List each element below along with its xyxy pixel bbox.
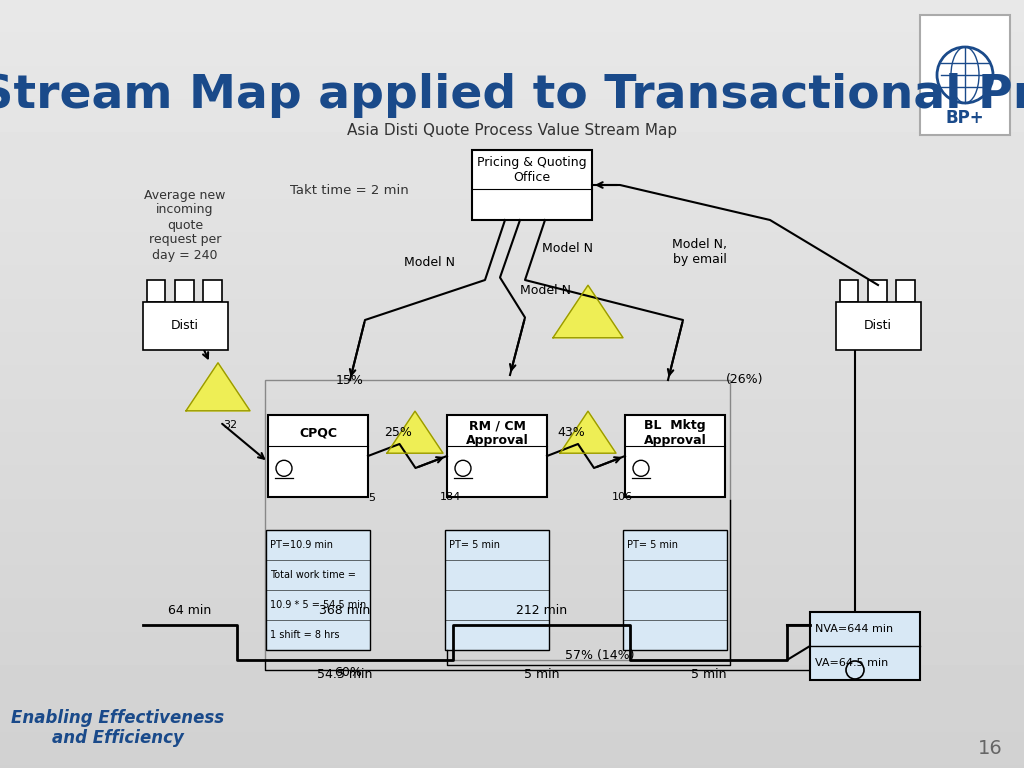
Bar [265,380,730,660]
Bar [472,150,592,220]
Text: Total work time =: Total work time = [270,570,356,580]
Bar [836,302,921,350]
Text: 64 min: 64 min [168,604,212,617]
Text: CPQC: CPQC [299,426,337,439]
Bar [623,530,727,650]
Text: Takt time = 2 min: Takt time = 2 min [290,184,409,197]
Text: 106: 106 [611,492,633,502]
Bar [268,415,368,497]
Polygon shape [553,285,623,338]
Bar [810,612,920,680]
Text: Value Stream Map applied to Transactional Process: Value Stream Map applied to Transactiona… [0,72,1024,118]
Text: 54.5 min: 54.5 min [317,668,373,681]
Text: 1 shift = 8 hrs: 1 shift = 8 hrs [270,630,340,640]
Bar [896,280,915,302]
Text: Enabling Effectiveness
and Efficiency: Enabling Effectiveness and Efficiency [11,709,224,747]
Bar [447,415,547,497]
Text: Model N,
by email: Model N, by email [673,238,727,266]
Bar [266,530,370,650]
Text: 32: 32 [223,420,238,430]
Text: 43%: 43% [557,425,585,439]
Text: Model N: Model N [543,241,594,254]
Text: Asia Disti Quote Process Value Stream Map: Asia Disti Quote Process Value Stream Ma… [347,123,677,137]
Text: Model N: Model N [519,283,570,296]
Text: NVA=644 min: NVA=644 min [815,624,893,634]
Text: Average new
incoming
quote
request per
day = 240: Average new incoming quote request per d… [144,188,225,261]
Bar [867,280,887,302]
Text: 10.9 * 5 = 54.5 min: 10.9 * 5 = 54.5 min [270,600,367,610]
Text: Disti: Disti [171,319,199,332]
Text: 60%: 60% [334,666,361,678]
Text: PT= 5 min: PT= 5 min [449,540,500,550]
Polygon shape [560,411,616,453]
Text: BL  Mktg
Approval: BL Mktg Approval [644,419,707,447]
Bar [142,302,227,350]
Text: (26%): (26%) [726,373,764,386]
Text: 5 min: 5 min [691,668,727,681]
Text: 368 min: 368 min [319,604,371,617]
Text: BP+: BP+ [946,109,984,127]
Text: 57% (14%): 57% (14%) [565,648,635,661]
Text: 5: 5 [369,493,376,503]
Bar [625,415,725,497]
Text: Disti: Disti [864,319,892,332]
Text: RM / CM
Approval: RM / CM Approval [466,419,528,447]
Polygon shape [186,362,250,411]
Text: PT= 5 min: PT= 5 min [627,540,678,550]
Bar [175,280,194,302]
Text: 212 min: 212 min [516,604,567,617]
Text: Model N: Model N [404,256,456,269]
Bar [445,530,549,650]
Bar [203,280,222,302]
Text: 5 min: 5 min [524,668,560,681]
Bar [146,280,166,302]
Text: VA=64.5 min: VA=64.5 min [815,658,888,668]
Text: PT=10.9 min: PT=10.9 min [270,540,333,550]
Text: 184: 184 [439,492,461,502]
Text: 15%: 15% [336,373,364,386]
Text: 25%: 25% [384,425,412,439]
Polygon shape [387,411,443,453]
Bar [920,15,1010,135]
Text: 16: 16 [978,739,1002,757]
Bar [840,280,858,302]
Text: Pricing & Quoting
Office: Pricing & Quoting Office [477,156,587,184]
